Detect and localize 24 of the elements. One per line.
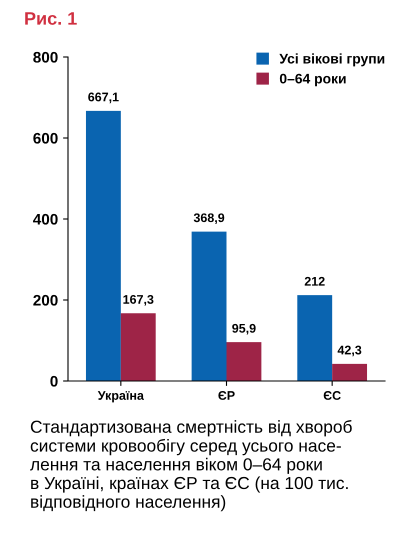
legend-label: Усі вікові групи	[279, 53, 384, 66]
y-tick-label: 400	[33, 214, 58, 225]
y-tick-label: 0	[50, 376, 58, 387]
y-tick-label: 200	[33, 294, 58, 306]
data-label: 212	[304, 276, 325, 286]
x-tick-label: ЄС	[324, 391, 341, 400]
x-tick-label: ЄР	[218, 391, 235, 400]
bar	[226, 342, 262, 381]
x-tick-label: Україна	[98, 391, 144, 402]
data-label: 95,9	[232, 324, 256, 335]
bar	[332, 364, 368, 381]
chart-title: Рис. 1	[25, 12, 77, 25]
bar	[192, 232, 226, 381]
data-label: 42,3	[338, 346, 362, 356]
y-tick-label: 600	[33, 132, 58, 144]
data-label: 667,1	[88, 92, 119, 104]
bar	[297, 295, 332, 381]
bar	[86, 110, 121, 381]
data-label: 368,9	[194, 213, 224, 224]
text: Стандартизована смертність від хвороб системи кровообігу серед усього насе- лення та населення віком 0–64 роки в Україні, країнах ЄР та ЄС (на 100 тис. відповідного населення)	[30, 420, 352, 512]
bar	[120, 313, 156, 381]
data-label: 167,3	[123, 294, 154, 306]
legend-label: 0–64 роки	[280, 74, 346, 86]
y-tick-label: 800	[33, 52, 58, 63]
